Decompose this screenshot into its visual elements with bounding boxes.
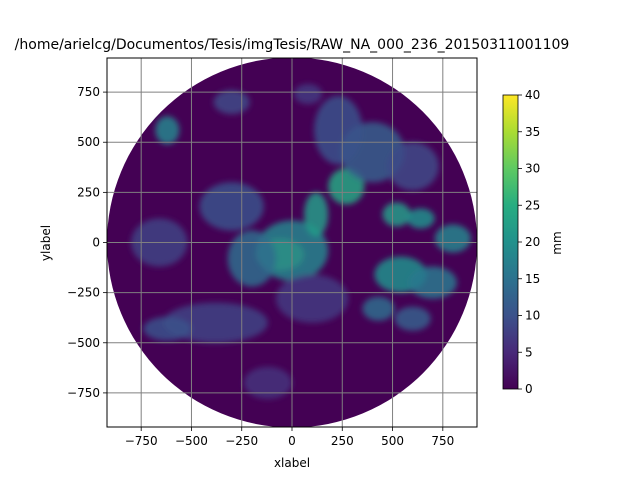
x-tick-label: 250 bbox=[331, 434, 354, 448]
colorbar-label: mm bbox=[550, 231, 564, 254]
echo-region bbox=[362, 296, 395, 321]
x-tick-label: 750 bbox=[431, 434, 454, 448]
echo-region bbox=[143, 316, 192, 341]
colorbar-tick-label: 10 bbox=[525, 309, 540, 323]
echo-region bbox=[294, 84, 323, 105]
x-tick-label: 500 bbox=[381, 434, 404, 448]
colorbar-tick-label: 15 bbox=[525, 272, 540, 286]
x-axis-ticks: −750 −500 −250 0 250 500 750 bbox=[125, 427, 454, 448]
colorbar-tick-label: 30 bbox=[525, 162, 540, 176]
echo-region bbox=[406, 208, 435, 229]
echo-region bbox=[382, 202, 411, 227]
chart-title: /home/arielcg/Documentos/Tesis/imgTesis/… bbox=[15, 37, 570, 53]
colorbar-tick-label: 20 bbox=[525, 235, 540, 249]
echo-region bbox=[304, 192, 329, 237]
grid-lines bbox=[107, 58, 477, 427]
y-tick-label: 0 bbox=[92, 236, 100, 250]
echo-region bbox=[213, 90, 250, 115]
x-tick-label: 0 bbox=[288, 434, 296, 448]
x-tick-label: −500 bbox=[175, 434, 208, 448]
echo-region bbox=[386, 142, 439, 191]
x-axis-label: xlabel bbox=[274, 456, 310, 470]
echo-region bbox=[434, 224, 471, 253]
colorbar-tick-label: 5 bbox=[525, 345, 533, 359]
echo-region bbox=[394, 306, 431, 331]
echo-region bbox=[199, 182, 264, 231]
y-tick-label: 750 bbox=[77, 85, 100, 99]
y-tick-label: −500 bbox=[67, 336, 100, 350]
echo-region bbox=[243, 366, 292, 399]
y-tick-label: −750 bbox=[67, 386, 100, 400]
colorbar-tick-label: 0 bbox=[525, 382, 533, 396]
colorbar-tick-label: 40 bbox=[525, 88, 540, 102]
y-tick-label: −250 bbox=[67, 286, 100, 300]
echo-region bbox=[314, 96, 363, 165]
colorbar-tick-label: 25 bbox=[525, 198, 540, 212]
echo-region bbox=[227, 230, 276, 287]
y-tick-label: 500 bbox=[77, 135, 100, 149]
colorbar bbox=[502, 94, 519, 390]
colorbar-ticks: 0 5 10 15 20 25 30 35 40 bbox=[518, 88, 540, 396]
plot-area bbox=[107, 58, 477, 427]
echo-region bbox=[408, 266, 457, 299]
x-tick-label: −750 bbox=[125, 434, 158, 448]
colorbar-tick-label: 35 bbox=[525, 125, 540, 139]
echo-region bbox=[155, 116, 180, 145]
echo-region bbox=[275, 274, 349, 323]
y-tick-label: 250 bbox=[77, 185, 100, 199]
y-axis-label: ylabel bbox=[39, 225, 53, 261]
echo-layer bbox=[131, 84, 471, 399]
y-axis-ticks: −750 −500 −250 0 250 500 750 bbox=[67, 85, 107, 400]
x-tick-label: −250 bbox=[225, 434, 258, 448]
